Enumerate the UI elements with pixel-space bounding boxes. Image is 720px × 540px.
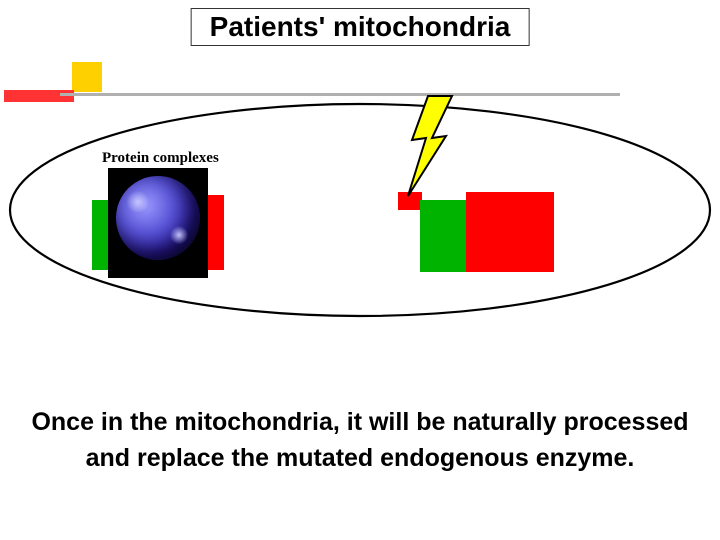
- slide-title: Patients' mitochondria: [210, 11, 511, 42]
- slide-caption: Once in the mitochondria, it will be nat…: [25, 404, 695, 477]
- complex-box-red-right: [466, 192, 554, 272]
- title-box: Patients' mitochondria: [191, 8, 530, 46]
- protein-sphere: [108, 168, 208, 278]
- protein-complexes-label: Protein complexes: [102, 150, 219, 167]
- complex-box-green-right: [420, 200, 466, 272]
- lightning-icon: [400, 92, 462, 200]
